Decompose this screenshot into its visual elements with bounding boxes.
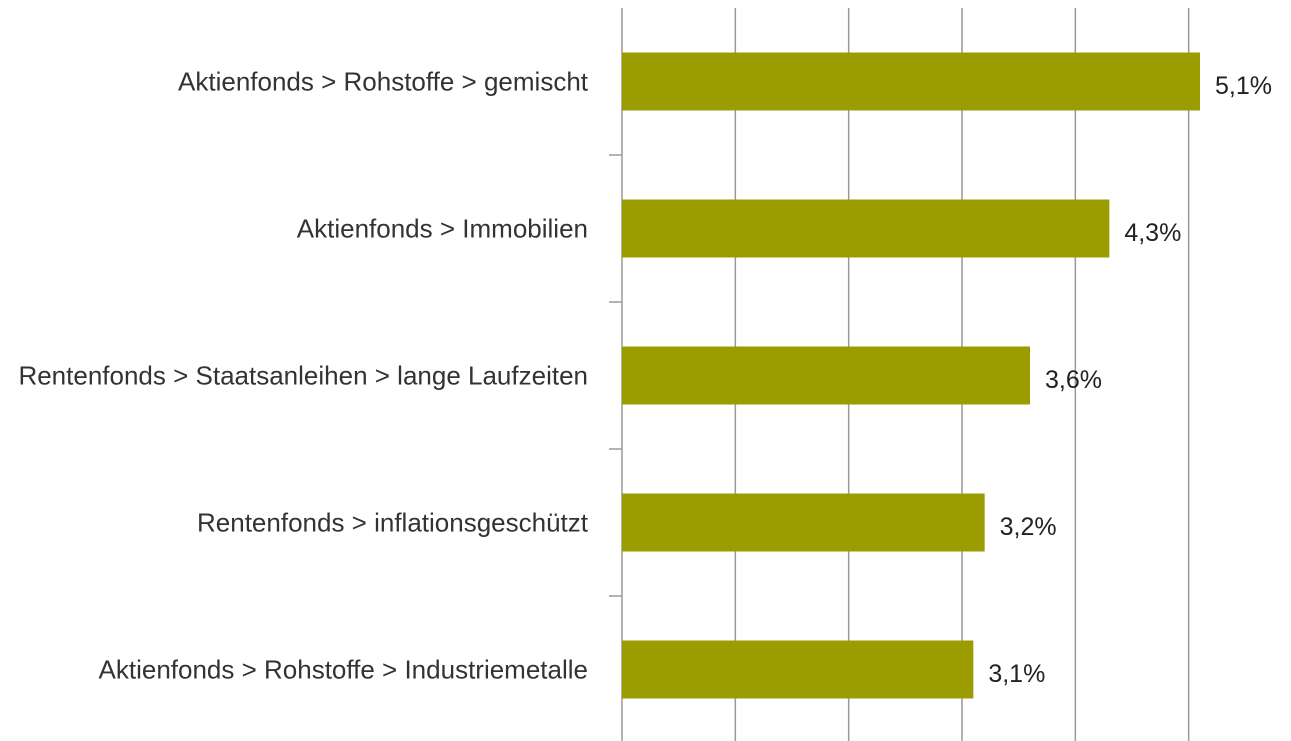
category-text: Rentenfonds > Staatsanleihen > lange Lau… bbox=[18, 359, 588, 390]
category-label: Aktienfonds > Rohstoffe > Industriemetal… bbox=[99, 652, 588, 687]
category-text: Aktienfonds > Immobilien bbox=[296, 212, 588, 243]
category-label: Aktienfonds > Immobilien bbox=[297, 211, 588, 246]
bar bbox=[622, 199, 1110, 258]
category-text: Rentenfonds > inflationsgeschützt bbox=[197, 506, 588, 537]
data-label: 3,2% bbox=[1000, 513, 1057, 541]
data-label: 4,3% bbox=[1124, 219, 1181, 247]
bar bbox=[622, 52, 1200, 111]
data-label: 5,1% bbox=[1215, 72, 1272, 100]
data-label: 3,1% bbox=[988, 660, 1045, 688]
category-label: Rentenfonds > inflationsgeschützt bbox=[197, 505, 588, 540]
bar bbox=[622, 493, 985, 552]
bar bbox=[622, 640, 974, 699]
data-label: 3,6% bbox=[1045, 366, 1102, 394]
category-label: Aktienfonds > Rohstoffe > gemischt bbox=[178, 64, 588, 99]
category-text: Aktienfonds > Rohstoffe > Industriemetal… bbox=[98, 653, 588, 684]
category-label: Rentenfonds > Staatsanleihen > lange Lau… bbox=[18, 358, 588, 393]
category-text: Aktienfonds > Rohstoffe > gemischt bbox=[178, 65, 588, 96]
bar bbox=[622, 346, 1030, 405]
